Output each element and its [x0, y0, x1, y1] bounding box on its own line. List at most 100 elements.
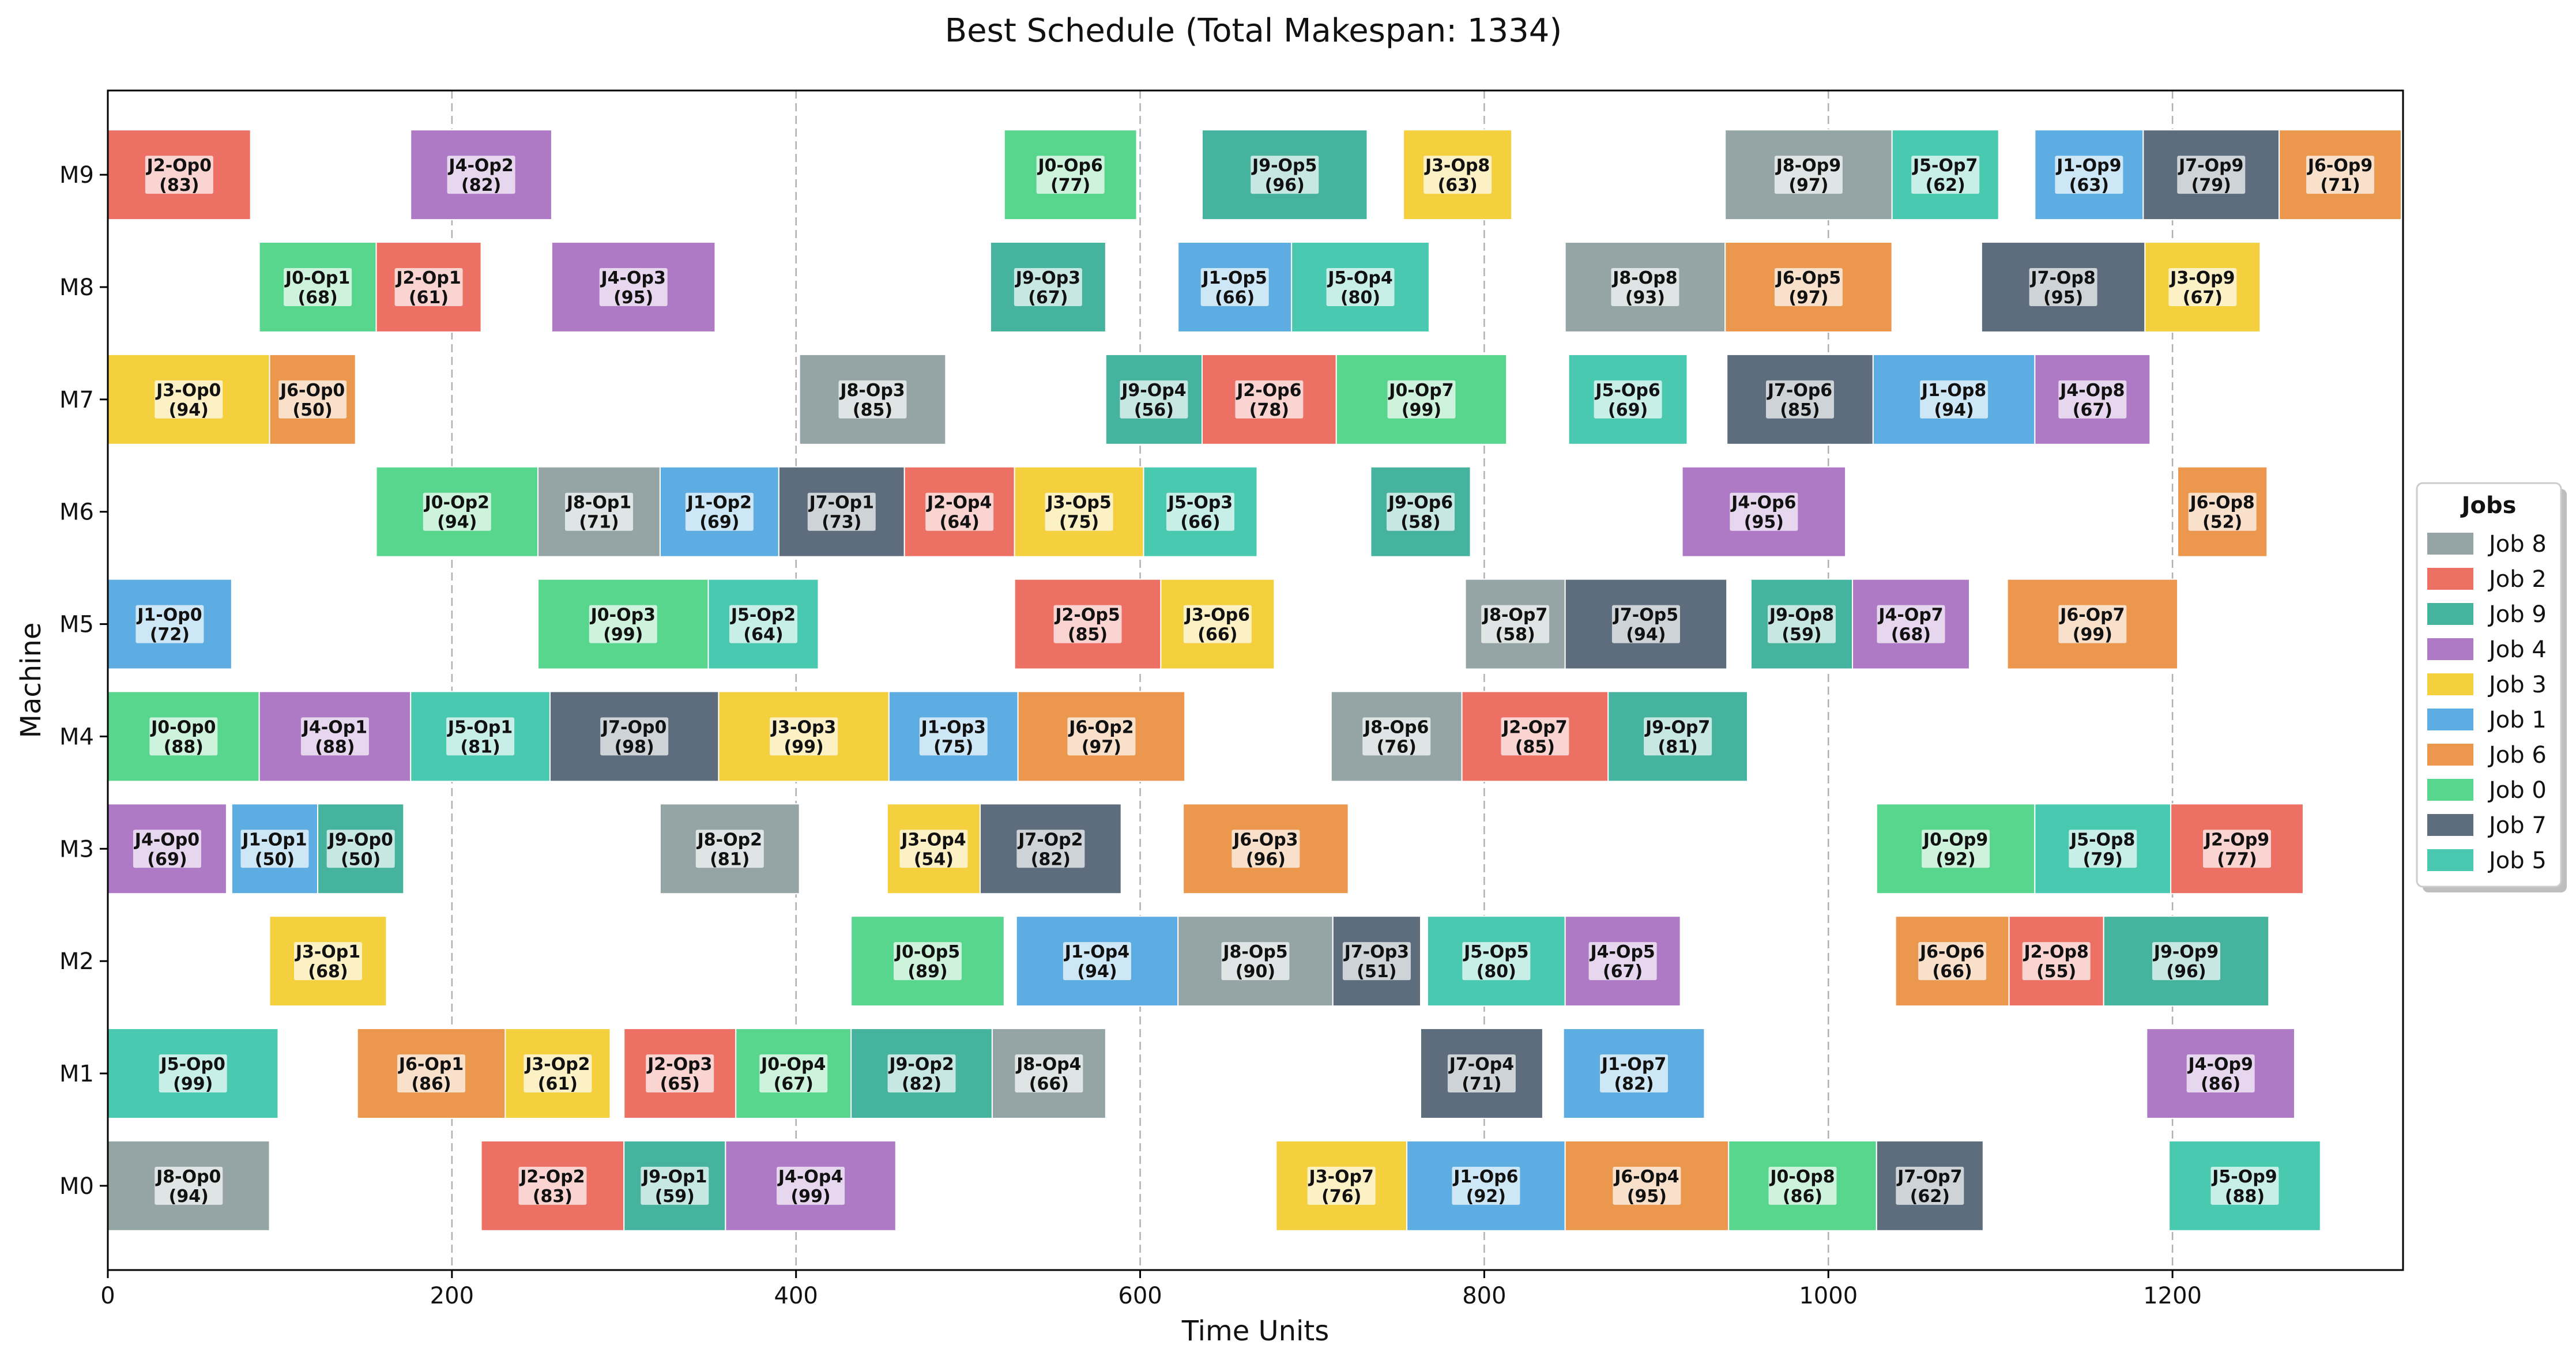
operation-bar: J2-Op0(83) [107, 129, 251, 221]
operation-bar: J4-Op7(68) [1852, 578, 1970, 670]
bar-label-duration: (85) [1515, 737, 1555, 757]
bar-label-name: J5-Op8 [2069, 830, 2135, 850]
bar-label-name: J9-Op8 [1768, 605, 1834, 626]
bar-label-duration: (95) [1627, 1186, 1667, 1207]
bar-label-name: J9-Op6 [1387, 493, 1453, 513]
operation-bar: J5-Op5(80) [1426, 915, 1566, 1007]
operation-bar: J5-Op2(64) [707, 578, 819, 670]
y-tick-label: M6 [59, 499, 94, 526]
bar-label-duration: (88) [315, 737, 355, 757]
bar-label-bg [1036, 156, 1105, 194]
bar-label-bg [1362, 717, 1431, 756]
bar-label-name: J8-Op5 [1222, 942, 1287, 962]
bar-label-duration: (67) [2183, 288, 2223, 308]
bar-label-name: J7-Op4 [1448, 1054, 1514, 1075]
operation-bar: J1-Op5(66) [1177, 242, 1293, 333]
bar-label-duration: (63) [1438, 175, 1478, 195]
bar-label-name: J6-Op4 [1613, 1167, 1679, 1187]
operation-bar: J0-Op1(68) [258, 242, 377, 333]
bar-label-bg [1067, 717, 1136, 756]
bar-label-duration: (72) [150, 625, 190, 645]
operation-bar: J4-Op0(69) [107, 803, 227, 895]
bar-label-bg [1452, 1166, 1520, 1205]
bar-label-duration: (67) [774, 1074, 814, 1094]
y-axis: M0 M1 M2 M3 M4 M5 M6 M7 M8 M9 [59, 162, 108, 1200]
bar-label-name: J5-Op2 [730, 605, 796, 626]
bar-label-duration: (62) [1926, 175, 1965, 195]
bar-label-duration: (76) [1377, 737, 1417, 757]
bar-label-bg [1600, 1054, 1669, 1092]
bar-label-duration: (59) [1782, 625, 1821, 645]
bar-label-name: J4-Op1 [302, 717, 367, 737]
operation-bar: J5-Op3(66) [1143, 466, 1258, 557]
operation-bar: J2-Op8(55) [2008, 915, 2104, 1007]
bar-label-name: J5-Op3 [1167, 493, 1233, 513]
bar-label-name: J3-Op0 [155, 380, 221, 401]
chart-title: Best Schedule (Total Makespan: 1334) [945, 12, 1562, 50]
operation-bar: J0-Op9(92) [1875, 803, 2036, 895]
bar-label-bg [685, 492, 754, 531]
bar-label-name: J8-Op7 [1482, 605, 1547, 626]
bar-label-bg [135, 605, 204, 643]
bar-label-name: J4-Op0 [134, 830, 199, 850]
bar-label-bg [2152, 942, 2220, 981]
operation-bar: J2-Op5(85) [1014, 578, 1162, 670]
bar-label-bg [770, 717, 838, 756]
bar-label-bg [1120, 380, 1188, 419]
operation-bar: J0-Op6(77) [1003, 129, 1138, 221]
operation-bar: J5-Op1(81) [410, 691, 551, 782]
y-tick-label: M0 [59, 1173, 94, 1200]
bar-label-duration: (77) [1050, 175, 1090, 195]
bar-label-bg [2058, 605, 2127, 643]
bar-label-bg [2186, 1054, 2255, 1092]
bar-label-name: J0-Op2 [424, 493, 489, 513]
bar-label-name: J6-Op8 [2189, 493, 2254, 513]
bar-label-duration: (58) [1496, 625, 1535, 645]
bar-label-bg [1918, 942, 1987, 981]
bar-label-duration: (50) [293, 400, 333, 420]
bar-label-name: J4-Op4 [777, 1167, 843, 1187]
bar-label-name: J3-Op8 [1424, 156, 1490, 176]
bar-label-duration: (95) [1744, 513, 1784, 533]
bar-label-duration: (99) [603, 625, 643, 645]
bar-label-name: J8-Op8 [1611, 268, 1677, 288]
operation-bar: J9-Op7(81) [1607, 691, 1748, 782]
bar-label-duration: (79) [2083, 849, 2123, 869]
operation-bar: J1-Op9(63) [2034, 129, 2144, 221]
bar-rect [107, 1140, 270, 1231]
bar-label-name: J2-Op3 [646, 1054, 712, 1075]
bar-label-name: J8-Op1 [566, 493, 631, 513]
bar-label-bg [1920, 380, 1989, 419]
bar-label-duration: (67) [1603, 962, 1643, 982]
bar-label-duration: (94) [437, 513, 477, 533]
bar-label-name: J7-Op0 [601, 717, 666, 737]
operation-bar: J8-Op7(58) [1464, 578, 1566, 670]
bar-label-bg [397, 1054, 466, 1092]
legend-entry: Job 8 [2427, 531, 2547, 557]
operation-bar: J0-Op4(67) [735, 1028, 852, 1119]
operation-bar: J7-Op0(98) [549, 691, 720, 782]
bar-label-duration: (76) [1321, 1186, 1361, 1207]
bar-label-bg [2055, 156, 2123, 194]
operation-bar: J8-Op6(76) [1330, 691, 1463, 782]
bar-label-name: J0-Op5 [894, 942, 960, 962]
operation-bar: J4-Op6(95) [1681, 466, 1847, 557]
bar-label-duration: (94) [169, 400, 209, 420]
x-tick-label: 600 [1118, 1283, 1162, 1309]
bar-label-duration: (94) [169, 1186, 209, 1207]
operation-bar: J1-Op0(72) [107, 578, 232, 670]
bar-label-bg [759, 1054, 828, 1092]
x-axis: 0 200 400 600 800 1000 1200 [100, 1270, 2202, 1309]
bar-label-duration: (90) [1236, 962, 1275, 982]
bar-label-name: J8-Op0 [155, 1167, 221, 1187]
bar-label-name: J9-Op1 [641, 1167, 707, 1187]
operation-bar: J1-Op4(94) [1015, 915, 1179, 1007]
bar-label-duration: (61) [538, 1074, 578, 1094]
bar-label-bg [1481, 605, 1550, 643]
bar-label-bg [2069, 830, 2137, 868]
legend-label: Job 1 [2487, 707, 2547, 733]
bar-label-name: J5-Op7 [1912, 156, 1978, 176]
legend-swatch [2427, 814, 2473, 836]
operation-bar: J1-Op6(92) [1406, 1140, 1566, 1231]
legend-entry: Job 4 [2427, 636, 2547, 663]
